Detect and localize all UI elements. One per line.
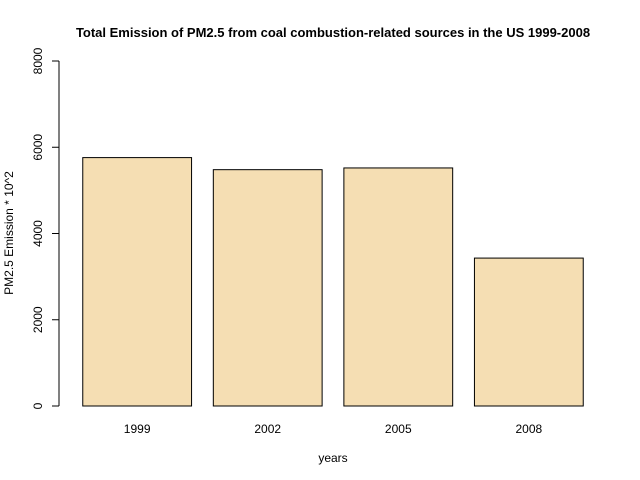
bar-1999 [82,157,193,407]
y-axis-label: PM2.5 Emission * 10^2 [2,171,16,295]
chart-title: Total Emission of PM2.5 from coal combus… [76,25,590,40]
x-tick-label: 1999 [124,422,151,436]
y-tick-label: 2000 [31,306,45,333]
y-ticks: 0 2000 4000 6000 8000 [31,47,59,409]
bar-2002 [212,169,323,407]
bar-2005 [343,167,454,407]
y-tick-label: 4000 [31,220,45,247]
x-tick-label: 2005 [385,422,412,436]
y-tick-label: 0 [31,402,45,409]
y-tick-label: 6000 [31,134,45,161]
x-axis-label: years [318,451,347,465]
bars [82,157,584,407]
y-tick-label: 8000 [31,47,45,74]
x-tick-label: 2002 [254,422,281,436]
y-axis: 0 2000 4000 6000 8000 [31,47,60,409]
x-tick-labels: 1999 2002 2005 2008 [124,422,543,436]
x-tick-label: 2008 [515,422,542,436]
bar-2008 [473,257,584,407]
